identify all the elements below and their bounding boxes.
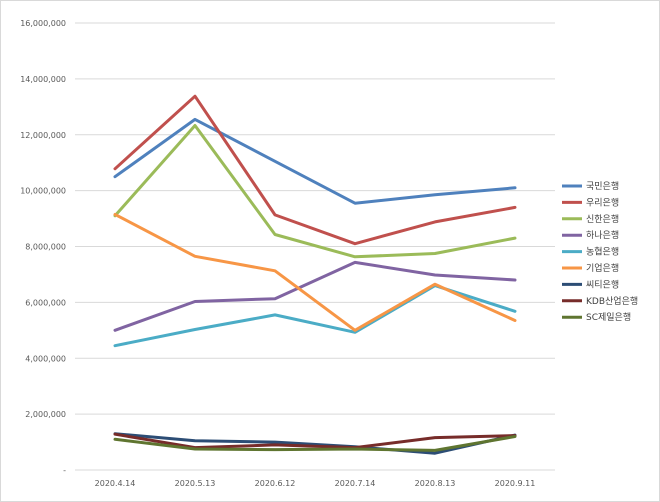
series-line-9 (113, 435, 517, 452)
x-tick-label: 2020.9.11 (495, 479, 536, 488)
legend-label: 하나은행 (586, 229, 619, 241)
y-tick-label: 2,000,000 (25, 410, 66, 419)
y-tick-label: - (63, 466, 66, 475)
x-tick-label: 2020.5.13 (175, 479, 216, 488)
legend-label: 씨티은행 (586, 278, 619, 290)
series-line-8 (113, 432, 517, 450)
legend-label: 신한은행 (586, 213, 619, 225)
y-tick-label: 6,000,000 (25, 298, 66, 307)
legend-label: KDB산업은행 (586, 295, 638, 307)
y-tick-label: 12,000,000 (20, 131, 66, 140)
y-tick-label: 16,000,000 (20, 19, 66, 28)
x-axis-ticks: 2020.4.14 2020.5.13 2020.6.12 2020.7.14 2020… (95, 479, 536, 488)
legend-label: 우리은행 (586, 196, 619, 208)
y-axis-ticks: - 2,000,000 4,000,000 6,000,000 8,000,000 10,… (20, 19, 66, 475)
x-tick-label: 2020.7.14 (335, 479, 376, 488)
series-line-3 (113, 124, 517, 259)
legend-label: SC제일은행 (586, 311, 631, 323)
legend-label: 농협은행 (586, 246, 619, 258)
series-line-7 (113, 432, 517, 455)
legend-label: 국민은행 (586, 180, 619, 192)
y-tick-label: 14,000,000 (20, 75, 66, 84)
y-tick-label: 10,000,000 (20, 187, 66, 196)
x-tick-label: 2020.4.14 (95, 479, 136, 488)
x-tick-label: 2020.6.12 (255, 479, 296, 488)
series-line-1 (113, 117, 517, 205)
y-tick-label: 4,000,000 (25, 354, 66, 363)
legend-label: 기업은행 (586, 262, 619, 274)
series-lines (113, 94, 517, 455)
x-tick-label: 2020.8.13 (415, 479, 456, 488)
series-line-6 (113, 212, 517, 332)
series-line-2 (113, 94, 517, 246)
series-line-4 (113, 260, 517, 332)
y-tick-label: 8,000,000 (25, 243, 66, 252)
